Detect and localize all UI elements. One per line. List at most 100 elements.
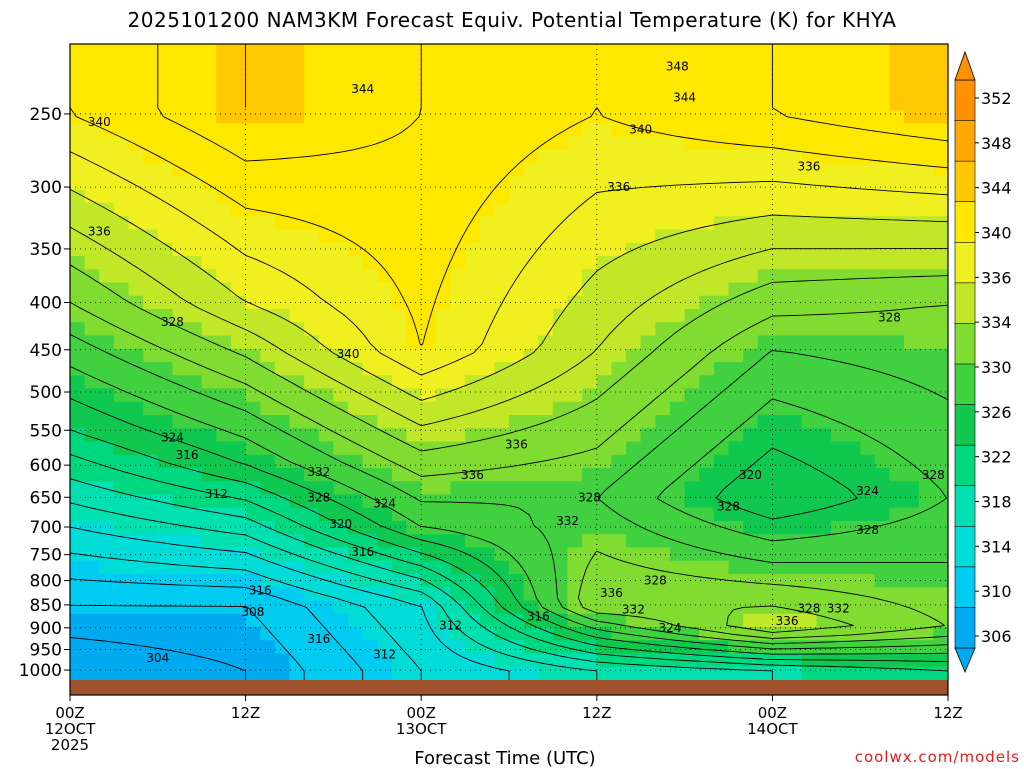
field-cell: [260, 547, 276, 562]
field-cell: [172, 428, 188, 443]
field-cell: [509, 375, 525, 390]
field-cell: [552, 600, 569, 615]
field-cell: [830, 44, 847, 58]
field-cell: [845, 256, 861, 270]
field-cell: [143, 600, 159, 615]
field-cell: [289, 507, 305, 522]
field-cell: [289, 295, 305, 310]
field-cell: [830, 97, 847, 111]
field-cell: [845, 362, 861, 376]
field-cell: [333, 97, 349, 111]
field-cell: [538, 110, 554, 125]
field-cell: [128, 322, 144, 337]
field-cell: [918, 97, 934, 111]
field-cell: [494, 534, 510, 549]
field-cell: [640, 176, 656, 191]
field-cell: [787, 123, 803, 138]
field-cell: [787, 613, 803, 628]
field-cell: [70, 136, 86, 151]
field-cell: [494, 163, 510, 178]
field-cell: [918, 348, 934, 363]
field-cell: [84, 83, 100, 98]
field-cell: [333, 189, 349, 204]
field-cell: [874, 587, 891, 602]
field-cell: [377, 335, 393, 350]
field-cell: [552, 123, 569, 138]
field-cell: [479, 388, 495, 403]
field-cell: [289, 613, 305, 628]
field-cell: [289, 348, 305, 363]
field-cell: [728, 136, 744, 151]
field-cell: [640, 507, 656, 522]
field-cell: [699, 454, 715, 469]
credit-link[interactable]: coolwx.com/models: [854, 748, 1020, 766]
field-cell: [99, 97, 115, 111]
field-cell: [128, 375, 144, 390]
field-cell: [172, 110, 188, 125]
field-cell: [84, 401, 100, 416]
field-cell: [274, 666, 291, 680]
field-cell: [84, 216, 100, 231]
field-cell: [274, 242, 291, 257]
field-cell: [728, 415, 744, 429]
field-cell: [845, 44, 861, 58]
field-cell: [801, 256, 817, 270]
field-cell: [743, 150, 759, 164]
field-cell: [596, 415, 613, 429]
field-cell: [626, 309, 642, 323]
field-cell: [933, 229, 948, 244]
field-cell: [640, 362, 656, 376]
field-cell: [538, 587, 554, 602]
field-cell: [933, 309, 948, 323]
field-cell: [684, 57, 700, 72]
field-cell: [669, 494, 686, 509]
field-cell: [874, 309, 891, 323]
field-cell: [889, 587, 905, 602]
field-cell: [450, 216, 466, 231]
field-cell: [465, 388, 481, 403]
field-cell: [918, 176, 934, 191]
field-cell: [479, 256, 495, 270]
field-cell: [582, 335, 598, 350]
field-cell: [70, 216, 86, 231]
field-cell: [845, 388, 861, 403]
field-cell: [904, 57, 920, 72]
field-cell: [99, 256, 115, 270]
field-cell: [348, 428, 364, 443]
field-cell: [933, 123, 948, 138]
field-cell: [830, 507, 847, 522]
field-cell: [757, 256, 773, 270]
field-cell: [172, 70, 188, 85]
field-cell: [450, 335, 466, 350]
field-cell: [406, 534, 422, 549]
field-cell: [567, 136, 583, 151]
field-cell: [918, 640, 934, 655]
field-cell: [801, 322, 817, 337]
field-cell: [743, 362, 759, 376]
field-cell: [904, 229, 920, 244]
field-cell: [362, 640, 378, 655]
field-cell: [918, 375, 934, 390]
field-cell: [699, 163, 715, 178]
field-cell: [713, 295, 730, 310]
field-cell: [157, 123, 174, 138]
field-cell: [626, 507, 642, 522]
field-cell: [70, 428, 86, 443]
field-cell: [113, 415, 130, 429]
field-cell: [567, 150, 583, 164]
field-cell: [450, 415, 466, 429]
field-cell: [260, 627, 276, 641]
field-cell: [757, 441, 773, 456]
field-cell: [70, 150, 86, 164]
field-cell: [640, 163, 656, 178]
field-cell: [523, 189, 539, 204]
field-cell: [567, 123, 583, 138]
field-cell: [860, 189, 876, 204]
field-cell: [552, 70, 569, 85]
field-cell: [377, 547, 393, 562]
field-cell: [187, 203, 203, 217]
field-cell: [406, 468, 422, 482]
field-cell: [684, 229, 700, 244]
field-cell: [509, 627, 525, 641]
field-cell: [626, 627, 642, 641]
